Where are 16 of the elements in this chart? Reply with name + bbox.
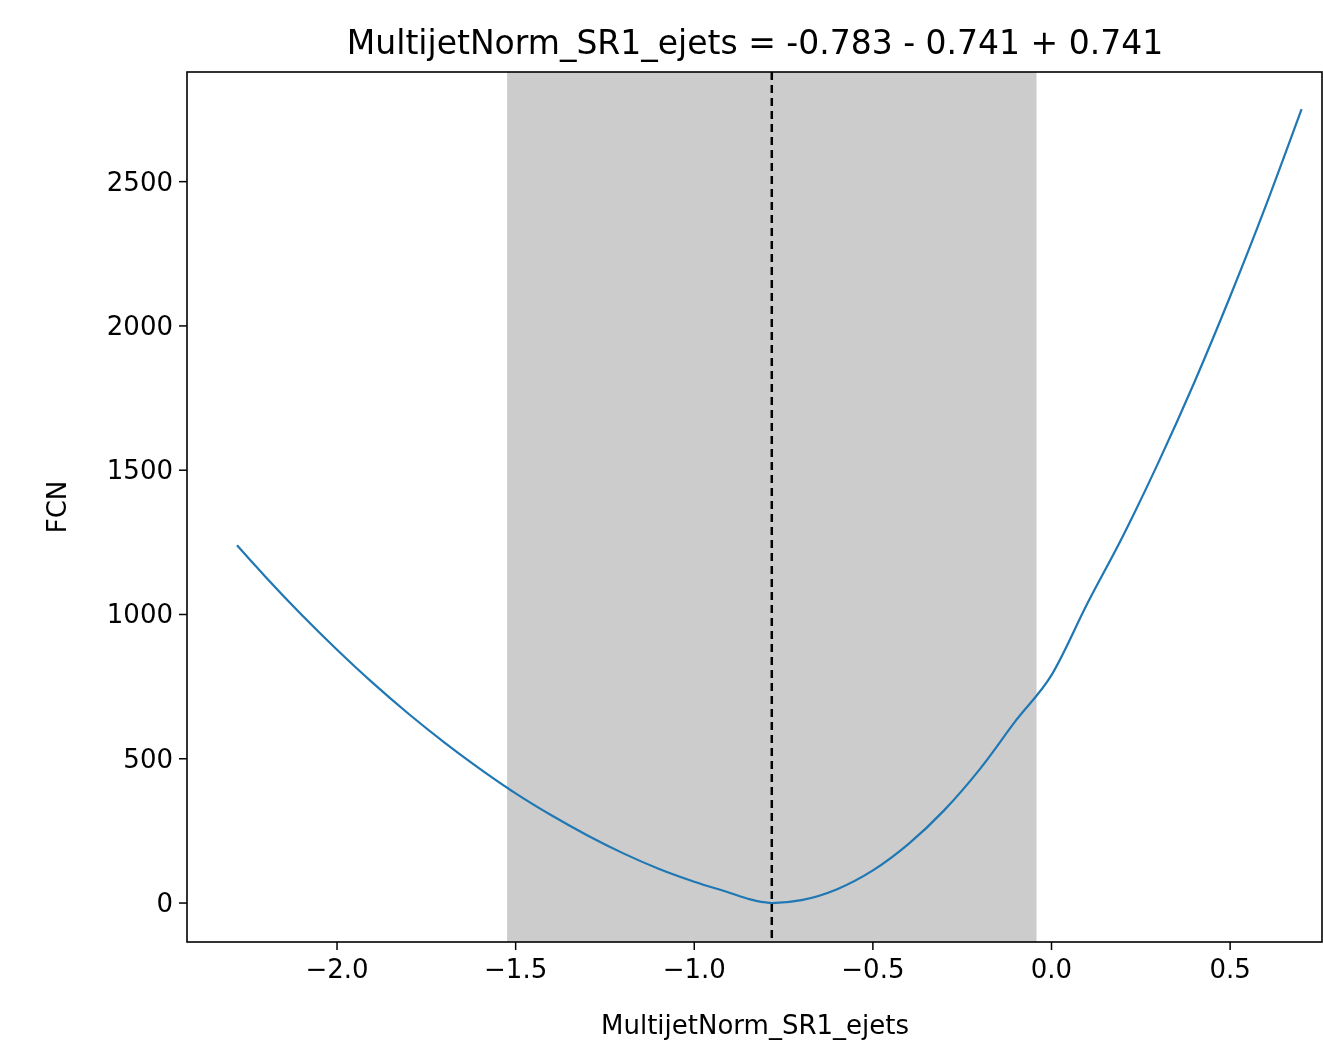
y-axis-title: FCN: [42, 480, 72, 534]
y-tick-label: 500: [123, 743, 173, 774]
x-tick-label: −1.5: [484, 954, 548, 984]
x-tick-label: −2.0: [305, 954, 369, 984]
y-tick-label: 1000: [106, 599, 173, 630]
y-tick-label: 2500: [106, 166, 173, 197]
chart-title: MultijetNorm_SR1_ejets = -0.783 - 0.741 + 0.741: [346, 23, 1164, 62]
x-axis-title: MultijetNorm_SR1_ejets: [601, 1010, 909, 1040]
y-tick-label: 0: [156, 888, 173, 919]
y-tick-label: 1500: [106, 455, 173, 486]
line-series: [235, 108, 1303, 905]
x-tick-label: 0.5: [1209, 954, 1251, 984]
x-tick-label: −1.0: [662, 954, 726, 984]
x-tick-label: 0.0: [1030, 954, 1073, 984]
x-tick-label: −0.5: [841, 954, 905, 984]
y-tick-label: 2000: [106, 310, 173, 341]
